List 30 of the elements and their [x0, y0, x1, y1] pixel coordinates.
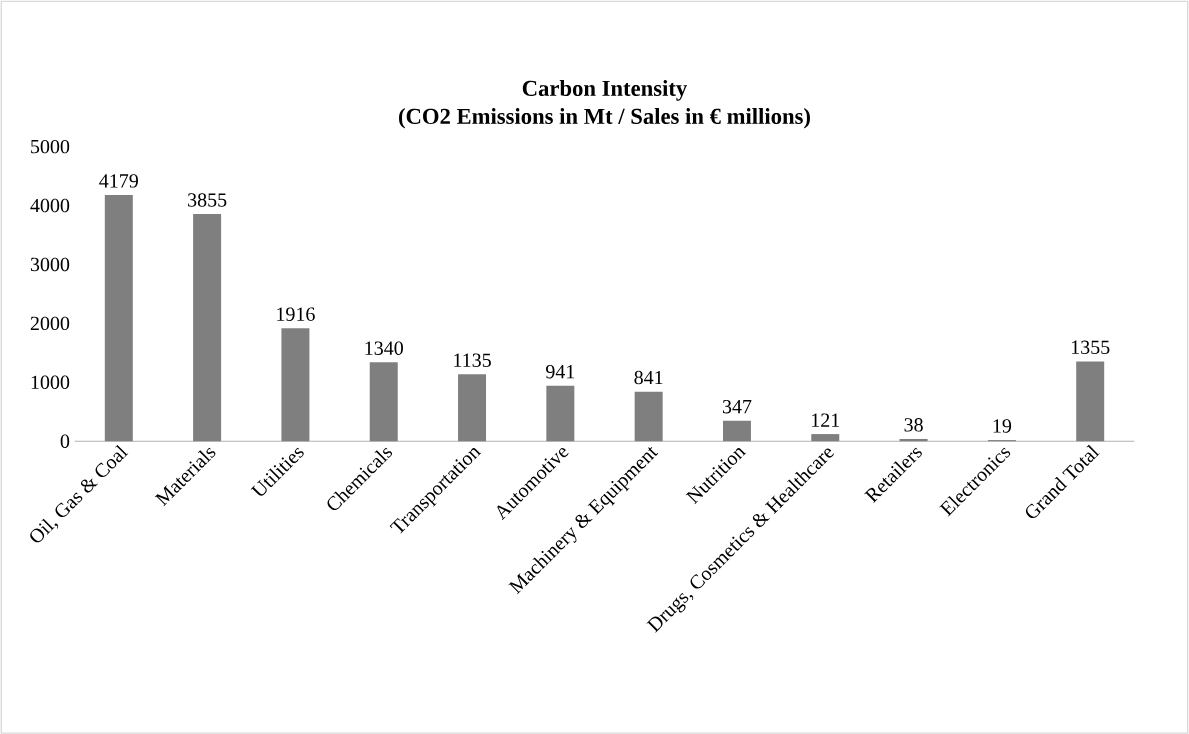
y-tick-label: 0 — [60, 434, 70, 448]
data-label: 4179 — [99, 173, 138, 188]
y-tick-label: 1000 — [31, 375, 70, 389]
bar — [281, 328, 310, 441]
data-label: 347 — [722, 399, 752, 414]
bar — [811, 433, 840, 441]
data-label: 1355 — [1071, 340, 1110, 354]
bar — [193, 213, 222, 441]
data-label: 19 — [993, 419, 1012, 433]
data-label: 941 — [546, 364, 575, 379]
data-label: 3855 — [188, 193, 227, 207]
chart-title: Carbon Intensity — [522, 79, 688, 101]
data-label: 1916 — [277, 307, 315, 321]
data-label: 1135 — [454, 353, 491, 367]
chart-subtitle: (CO2 Emissions in Mt / Sales in € millions) — [399, 107, 810, 129]
bar — [634, 391, 663, 441]
bar — [1076, 361, 1105, 441]
bar — [722, 420, 751, 441]
bar — [546, 385, 575, 441]
data-label: 1340 — [365, 341, 403, 355]
data-label: 38 — [904, 417, 923, 432]
y-tick-label: 2000 — [30, 316, 70, 330]
data-label: 121 — [812, 413, 840, 427]
y-tick-label: 5000 — [31, 139, 70, 154]
bar — [104, 194, 133, 441]
y-tick-label: 3000 — [30, 257, 70, 271]
y-tick-label: 4000 — [30, 198, 70, 213]
bar — [369, 362, 398, 441]
data-label: 841 — [634, 370, 663, 385]
bar — [458, 374, 487, 441]
